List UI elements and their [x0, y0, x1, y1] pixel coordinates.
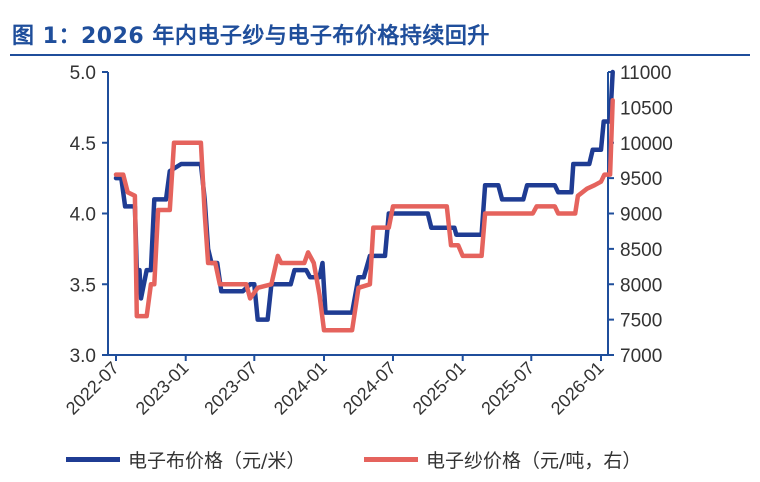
right-tick-label: 7500	[620, 311, 662, 332]
right-tick-label: 10000	[620, 134, 673, 155]
left-tick-label: 3.5	[70, 275, 96, 296]
left-tick-label: 5.0	[70, 63, 96, 84]
legend-item-cloth: 电子布价格（元/米）	[66, 446, 305, 473]
legend-swatch-yarn	[364, 457, 418, 462]
series-line-yarn-price	[113, 98, 615, 333]
x-tick-label: 2026-01	[547, 358, 608, 419]
x-tick-label: 2025-07	[477, 358, 538, 419]
right-tick-label: 11000	[620, 63, 671, 84]
series-line-cloth-price	[113, 69, 615, 322]
legend-swatch-cloth	[66, 457, 120, 462]
left-tick-label: 4.0	[70, 205, 96, 226]
series	[113, 69, 615, 333]
x-tick-label: 2023-01	[132, 358, 193, 419]
legend-item-yarn: 电子纱价格（元/吨，右）	[364, 446, 641, 473]
right-tick-label: 9000	[620, 205, 662, 226]
right-tick-label: 7000	[620, 346, 662, 367]
axes	[102, 71, 614, 361]
x-tick-label: 2025-01	[409, 358, 470, 419]
right-tick-label: 10500	[620, 98, 673, 119]
left-tick-label: 3.0	[70, 346, 96, 367]
x-tick-label: 2023-07	[200, 358, 261, 419]
title-rule	[10, 54, 750, 56]
right-tick-label: 8000	[620, 275, 662, 296]
legend-label-cloth: 电子布价格（元/米）	[128, 450, 306, 472]
left-tick-label: 4.5	[70, 134, 96, 155]
right-tick-label: 8500	[620, 240, 662, 261]
x-tick-label: 2024-01	[270, 358, 331, 419]
x-tick-label: 2024-07	[339, 358, 400, 419]
right-tick-label: 9500	[620, 169, 662, 190]
chart-title: 图 1：2026 年内电子纱与电子布价格持续回升	[12, 24, 490, 49]
legend-label-yarn: 电子纱价格（元/吨，右）	[426, 450, 642, 472]
